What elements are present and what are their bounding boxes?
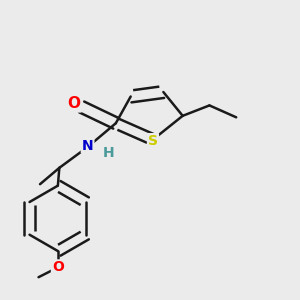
- Text: O: O: [68, 96, 81, 111]
- Text: O: O: [52, 260, 64, 274]
- Text: N: N: [82, 139, 93, 152]
- Text: H: H: [103, 146, 114, 160]
- Text: S: S: [148, 134, 158, 148]
